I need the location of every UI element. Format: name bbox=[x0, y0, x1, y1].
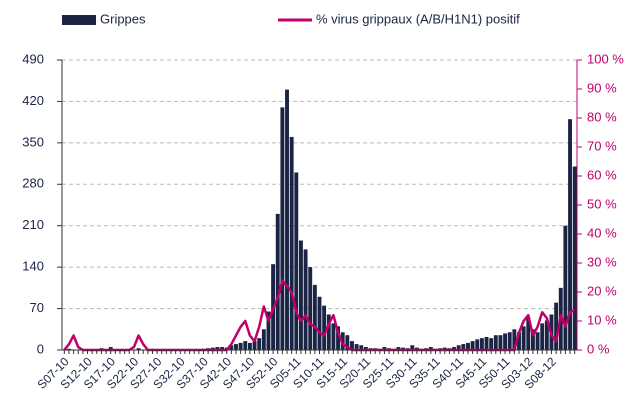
bar bbox=[285, 89, 289, 351]
y2-tick-label: 0 % bbox=[587, 341, 610, 356]
y-tick-label: 420 bbox=[22, 93, 44, 108]
bar bbox=[544, 320, 549, 350]
bar bbox=[322, 305, 327, 350]
bar bbox=[280, 107, 285, 350]
bar bbox=[243, 341, 248, 350]
bar bbox=[238, 342, 243, 350]
bar bbox=[350, 341, 354, 350]
bar bbox=[535, 332, 540, 350]
y2-tick-label: 100 % bbox=[587, 51, 624, 66]
y2-tick-label: 60 % bbox=[587, 167, 617, 182]
bar bbox=[275, 213, 280, 350]
y2-tick-label: 40 % bbox=[587, 225, 617, 240]
bar bbox=[257, 338, 262, 350]
y-tick-label: 490 bbox=[22, 51, 44, 66]
y2-tick-label: 90 % bbox=[587, 80, 617, 95]
y-tick-label: 140 bbox=[22, 259, 44, 274]
bar bbox=[410, 345, 415, 350]
y-tick-label: 280 bbox=[22, 176, 44, 191]
y-tick-label: 0 bbox=[37, 341, 44, 356]
y2-tick-label: 70 % bbox=[587, 138, 617, 153]
legend-label: % virus grippaux (A/B/H1N1) positif bbox=[316, 11, 520, 26]
bar bbox=[363, 347, 368, 350]
y2-tick-label: 30 % bbox=[587, 254, 617, 269]
bar bbox=[452, 347, 456, 350]
bar bbox=[247, 342, 252, 350]
y-tick-label: 350 bbox=[22, 134, 44, 149]
bar bbox=[289, 136, 294, 350]
bar bbox=[396, 347, 401, 350]
bar bbox=[261, 329, 266, 350]
bar bbox=[382, 347, 387, 350]
bar bbox=[554, 302, 559, 350]
bar bbox=[220, 347, 225, 350]
bar bbox=[234, 344, 238, 350]
y2-tick-label: 50 % bbox=[587, 196, 617, 211]
bar bbox=[326, 314, 331, 350]
bar bbox=[345, 335, 350, 350]
bar bbox=[294, 172, 299, 350]
bar bbox=[568, 119, 572, 350]
bar bbox=[512, 329, 517, 350]
bar bbox=[507, 332, 512, 350]
bar bbox=[466, 342, 470, 350]
bar bbox=[540, 323, 545, 350]
bar bbox=[456, 345, 461, 350]
bar bbox=[428, 347, 433, 350]
bar bbox=[298, 240, 303, 350]
bar bbox=[470, 341, 475, 350]
legend-label: Grippes bbox=[100, 11, 146, 26]
bar bbox=[67, 348, 71, 350]
bar bbox=[229, 345, 234, 350]
bar bbox=[215, 347, 220, 350]
bar bbox=[308, 267, 313, 350]
bar bbox=[563, 225, 568, 350]
bar bbox=[489, 338, 494, 350]
bar bbox=[530, 329, 535, 350]
y-tick-label: 70 bbox=[30, 300, 44, 315]
bar bbox=[475, 339, 480, 350]
bar bbox=[303, 249, 308, 350]
bar bbox=[266, 311, 271, 350]
bar bbox=[252, 341, 257, 350]
bar bbox=[136, 348, 141, 350]
bar bbox=[317, 296, 322, 350]
y2-tick-label: 20 % bbox=[587, 283, 617, 298]
bar bbox=[479, 338, 484, 350]
bar bbox=[517, 332, 521, 350]
legend-swatch-bars bbox=[62, 15, 96, 25]
bar bbox=[526, 317, 531, 350]
bar bbox=[493, 335, 498, 350]
bar bbox=[312, 284, 317, 350]
bar bbox=[331, 323, 336, 350]
bar bbox=[354, 344, 359, 350]
bar bbox=[108, 347, 113, 350]
y-tick-label: 210 bbox=[22, 217, 44, 232]
bar bbox=[498, 335, 503, 350]
bar bbox=[503, 333, 508, 350]
y2-tick-label: 10 % bbox=[587, 312, 617, 327]
bar bbox=[572, 166, 577, 350]
y2-tick-label: 80 % bbox=[587, 109, 617, 124]
bar bbox=[484, 336, 489, 350]
bar bbox=[336, 326, 341, 350]
bar bbox=[359, 345, 364, 350]
bar bbox=[461, 344, 466, 350]
bar bbox=[521, 326, 526, 350]
